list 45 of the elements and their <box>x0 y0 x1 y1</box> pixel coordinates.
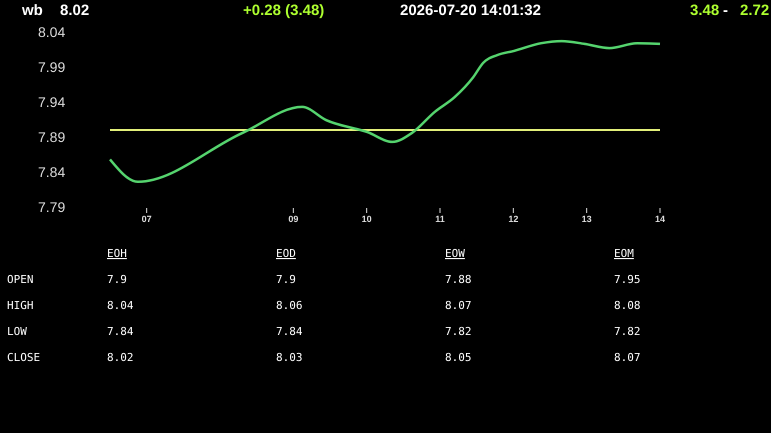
text: wb <box>21 2 43 19</box>
data-label: 7.82 <box>614 325 640 338</box>
data-label: 8.06 <box>276 299 302 312</box>
x-tick-label: 12 <box>508 214 518 224</box>
text: HIGH <box>7 299 34 312</box>
y-tick-label: 7.99 <box>38 58 66 75</box>
text: 2.72 <box>740 2 770 19</box>
text: 8.02 <box>60 2 90 19</box>
x-tick-label: 11 <box>435 214 445 224</box>
y-tick-label: 7.89 <box>38 128 66 145</box>
text: 2026-07-20 14:01:32 <box>400 2 541 19</box>
text: - <box>723 2 728 19</box>
line-series <box>108 40 662 184</box>
x-tick-label: 07 <box>142 214 152 224</box>
data-label: 7.84 <box>107 325 134 338</box>
data-label: 8.05 <box>445 351 472 364</box>
text: OPEN <box>7 273 34 286</box>
data-label: 7.9 <box>276 273 296 286</box>
category-label: EOW <box>445 247 466 260</box>
x-tick-label: 14 <box>654 214 666 224</box>
y-tick-label: 8.04 <box>38 24 66 40</box>
x-tick-label: 10 <box>362 214 372 224</box>
data-label: 7.95 <box>614 273 640 286</box>
data-label: 8.07 <box>614 351 640 364</box>
data-label: 8.07 <box>445 299 472 312</box>
data-label: 7.82 <box>445 325 472 338</box>
text: CLOSE <box>7 351 40 364</box>
text: +0.28 (3.48) <box>243 2 324 19</box>
data-label: 8.08 <box>614 299 640 312</box>
text: 3.48 <box>690 2 720 19</box>
y-tick-label: 7.84 <box>38 164 66 180</box>
category-label: EOM <box>614 247 634 260</box>
category-label: EOD <box>276 247 296 260</box>
data-label: 7.84 <box>276 325 303 338</box>
x-tick-label: 13 <box>582 214 592 224</box>
data-label: 7.88 <box>445 273 472 286</box>
category-label: EOH <box>107 247 127 260</box>
data-label: 8.03 <box>276 351 302 364</box>
y-tick-label: 7.94 <box>38 94 66 110</box>
x-tick-label: 09 <box>288 214 298 224</box>
data-label: 8.02 <box>107 351 134 364</box>
data-label: 8.04 <box>107 299 134 312</box>
y-tick-label: 7.79 <box>38 198 66 215</box>
text: LOW <box>7 325 28 338</box>
data-label: 7.9 <box>107 273 127 286</box>
